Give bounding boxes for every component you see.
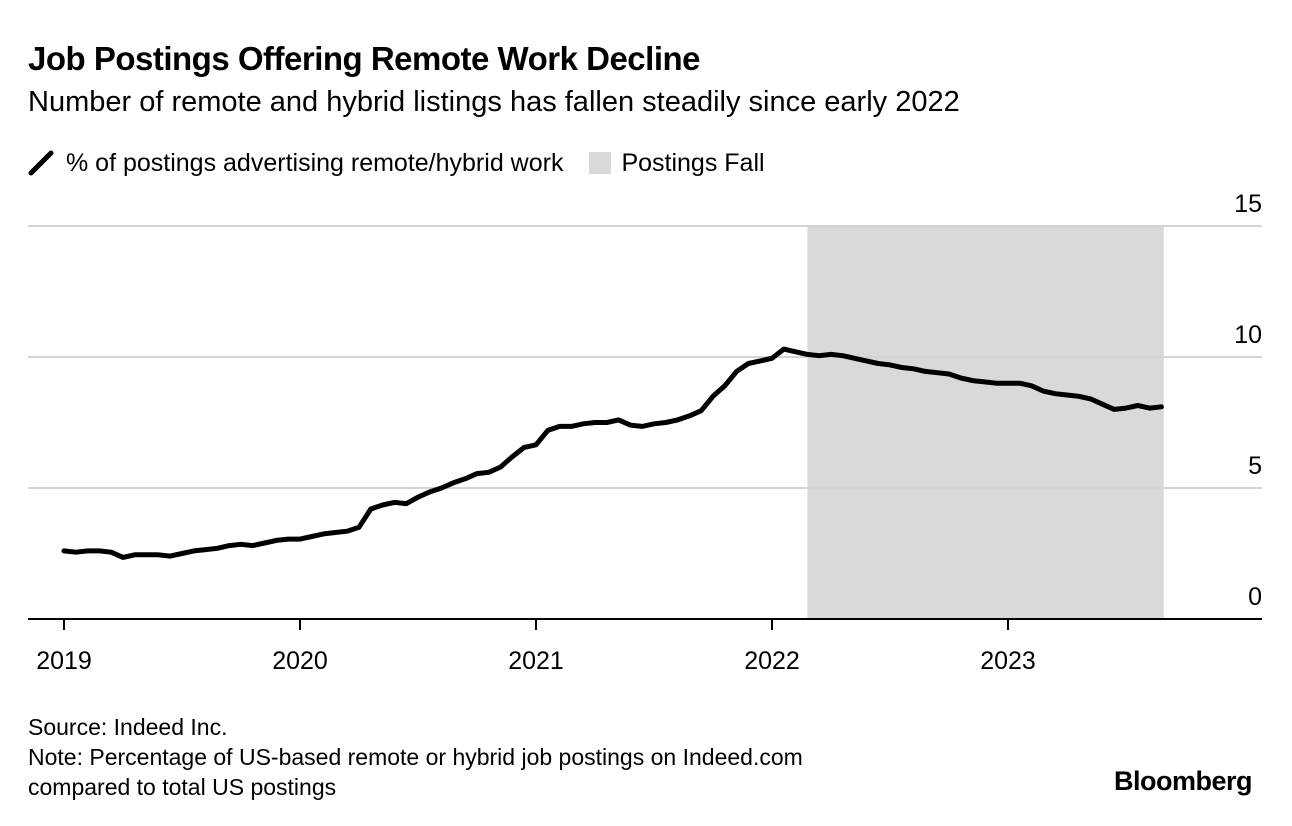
series-line: [61, 346, 1164, 560]
bloomberg-logo: Bloomberg: [1113, 766, 1253, 796]
y-tick-label: 0: [1248, 583, 1262, 611]
legend-highlight-swatch: [589, 152, 612, 174]
footnote-line-2: compared to total US postings: [28, 774, 337, 800]
legend-line-swatch: [28, 150, 54, 176]
legend-item-highlight: Postings Fall: [589, 148, 765, 178]
x-tick-label: 2019: [36, 647, 92, 675]
y-tick-label: 5: [1248, 452, 1262, 480]
chart-title: Job Postings Offering Remote Work Declin…: [28, 40, 701, 77]
x-tick-label: 2022: [744, 647, 800, 675]
highlight-band: [807, 226, 1164, 619]
legend-highlight-label: Postings Fall: [621, 148, 765, 177]
chart-footer: Source: Indeed Inc. Note: Percentage of …: [28, 712, 803, 802]
line-chart: 0 5 10 15 2019 2020 2021 2022 2023: [28, 190, 1262, 675]
legend-item-series: % of postings advertising remote/hybrid …: [28, 149, 563, 178]
x-tick-label: 2020: [272, 647, 328, 675]
chart-legend: % of postings advertising remote/hybrid …: [28, 146, 791, 180]
source-note: Source: Indeed Inc.: [28, 714, 228, 740]
x-tick-label: 2023: [980, 647, 1036, 675]
legend-series-label: % of postings advertising remote/hybrid …: [66, 148, 564, 177]
x-tick-label: 2021: [508, 647, 564, 675]
y-tick-label: 10: [1234, 321, 1262, 349]
footnote-line-1: Note: Percentage of US-based remote or h…: [28, 744, 803, 770]
chart-subtitle: Number of remote and hybrid listings has…: [28, 86, 960, 118]
y-tick-label: 15: [1234, 190, 1262, 218]
